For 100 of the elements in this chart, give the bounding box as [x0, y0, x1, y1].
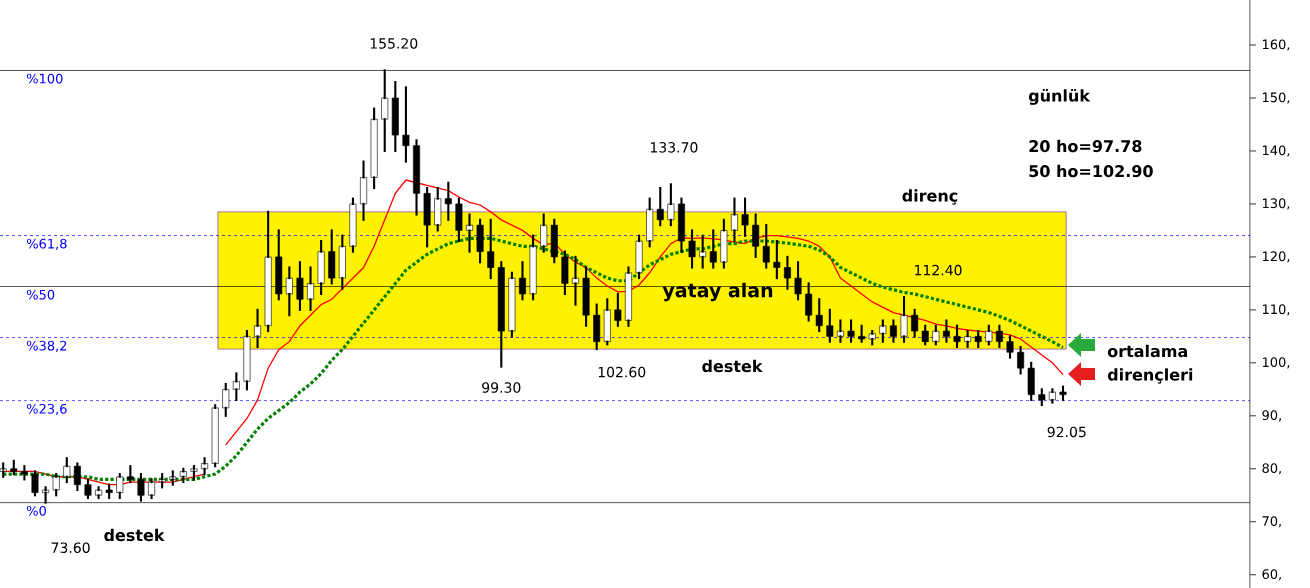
- candlestick: [232, 372, 240, 401]
- annotation: 99.30: [482, 382, 521, 393]
- candlestick: [889, 319, 897, 343]
- candlestick: [1006, 335, 1014, 359]
- y-tick-label: 140,: [1262, 145, 1290, 157]
- candlestick: [126, 465, 134, 484]
- candlestick: [349, 197, 357, 253]
- candlestick: [63, 457, 71, 484]
- candlestick: [73, 462, 81, 492]
- candlestick: [455, 197, 463, 243]
- annotation: %23,6: [26, 403, 67, 416]
- candlestick: [752, 213, 760, 258]
- candlestick: [1027, 361, 1035, 401]
- y-tick-label: 150,: [1262, 92, 1290, 104]
- candlestick: [720, 218, 728, 269]
- candlestick: [10, 459, 18, 476]
- annotation: yatay alan: [662, 282, 773, 302]
- candlestick: [677, 197, 685, 253]
- candlestick: [116, 473, 124, 499]
- candlestick: [360, 160, 368, 221]
- text: dirençleri: [1107, 368, 1193, 384]
- candlestick: [84, 478, 92, 499]
- candlestick: [741, 197, 749, 237]
- candlestick: [699, 234, 707, 269]
- annotation: %61,8: [26, 238, 67, 250]
- candlestick: [688, 229, 696, 269]
- y-tick-label: 130,: [1262, 198, 1290, 210]
- candlestick: [762, 224, 770, 269]
- annotation: 112.40: [915, 264, 962, 276]
- candlestick: [95, 486, 103, 499]
- candlestick: [1038, 388, 1046, 407]
- candlestick: [222, 382, 230, 417]
- candlestick: [169, 470, 177, 486]
- candlestick: [953, 324, 961, 349]
- candlestick: [847, 319, 855, 343]
- candlestick: [20, 465, 28, 481]
- annotation: destek: [702, 359, 763, 373]
- annotation: %100: [26, 73, 63, 84]
- candlestick: [868, 330, 876, 346]
- annotation: direnç: [902, 189, 958, 205]
- candlestick: [1048, 388, 1056, 404]
- candlestick: [773, 239, 781, 280]
- candlestick: [402, 86, 410, 163]
- candlestick: [105, 483, 113, 499]
- candlestick: [158, 473, 166, 489]
- candlestick: [879, 319, 887, 343]
- candlestick: [900, 296, 908, 343]
- candlestick: [942, 319, 950, 343]
- candlestick: [423, 186, 431, 248]
- candlestick: [254, 308, 262, 349]
- candlestick: [550, 218, 558, 264]
- candlestick: [434, 186, 442, 232]
- candlestick: [815, 298, 823, 333]
- y-tick-label: 80,: [1262, 463, 1281, 475]
- y-tick-label: 60,: [1262, 569, 1281, 581]
- annotation: %38,2: [26, 340, 67, 352]
- annotation: destek: [104, 528, 165, 542]
- candlestick: [179, 467, 187, 484]
- candlestick: [593, 303, 601, 351]
- candlestick: [540, 213, 548, 253]
- candlestick: [444, 181, 452, 221]
- annotation: %0: [26, 505, 46, 516]
- y-tick-label: 100,: [1262, 357, 1290, 369]
- candlestick: [52, 473, 60, 497]
- y-tick-label: 120,: [1262, 251, 1290, 263]
- candlestick: [995, 324, 1003, 349]
- y-tick-label: 90,: [1262, 410, 1281, 422]
- candlestick: [190, 465, 198, 481]
- candlestick: [413, 139, 420, 216]
- candlestick: [836, 319, 844, 343]
- annotation: günlük: [1028, 89, 1091, 105]
- candlestick: [667, 183, 675, 227]
- text: ortalama: [1107, 344, 1188, 358]
- y-tick-label: 110,: [1262, 304, 1290, 316]
- candlestick: [148, 478, 156, 499]
- candlestick: [487, 218, 495, 280]
- annotation: 92.05: [1047, 426, 1086, 438]
- annotation: %50: [26, 289, 55, 300]
- candlestick: [476, 218, 484, 264]
- candlestick: [211, 404, 219, 468]
- annotation: 73.60: [51, 542, 90, 553]
- candlestick: [1059, 385, 1067, 401]
- candlestick: [466, 213, 473, 253]
- candlestick: [635, 234, 643, 280]
- annotation: 133.70: [650, 142, 698, 153]
- candlestick: [858, 324, 866, 343]
- candlestick: [614, 292, 622, 327]
- candlestick: [964, 330, 972, 349]
- candlestick: [391, 81, 399, 153]
- candlestick: [603, 298, 611, 346]
- candlestick: [243, 330, 251, 391]
- candlestick: [921, 324, 929, 346]
- candlestick: [656, 186, 664, 227]
- annotation: 50 ho=102.90: [1029, 164, 1153, 178]
- candlestick: [31, 470, 39, 497]
- candlestick: [932, 324, 940, 346]
- candlestick: [1017, 345, 1025, 375]
- y-tick-label: 70,: [1262, 516, 1281, 528]
- candlestick: [730, 197, 738, 243]
- candlestick: [328, 229, 336, 285]
